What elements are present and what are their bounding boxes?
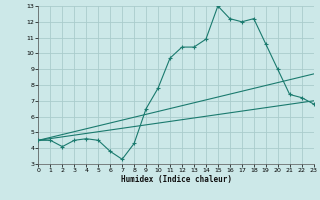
X-axis label: Humidex (Indice chaleur): Humidex (Indice chaleur): [121, 175, 231, 184]
